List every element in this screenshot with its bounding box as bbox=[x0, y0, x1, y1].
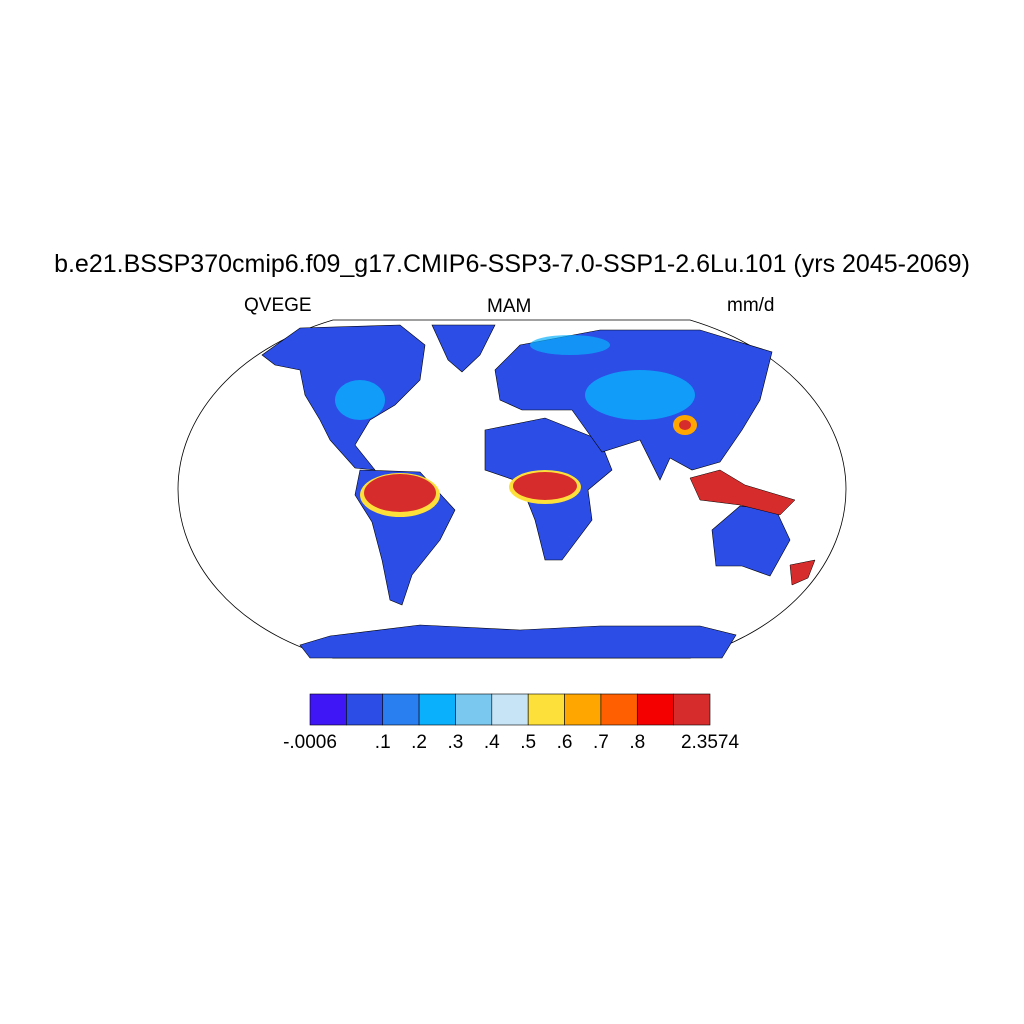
region-central-asia bbox=[585, 370, 695, 420]
colorbar-box bbox=[309, 693, 347, 726]
colorbar-box bbox=[527, 693, 565, 726]
colorbar-tick-label: .8 bbox=[629, 732, 646, 753]
colorbar-tick-label: .3 bbox=[447, 732, 464, 753]
region-maritime-continent bbox=[689, 469, 796, 516]
colorbar-box bbox=[491, 693, 529, 726]
region-north-eurasia bbox=[530, 335, 610, 355]
region-new-zealand bbox=[789, 559, 816, 586]
colorbar-tick-label: .7 bbox=[592, 732, 609, 753]
colorbar-box bbox=[418, 693, 456, 726]
units-label: mm/d bbox=[727, 295, 775, 316]
colorbar-box bbox=[636, 693, 674, 726]
colorbar-box bbox=[346, 693, 384, 726]
colorbar-tick-label: 2.3574 bbox=[680, 732, 740, 753]
colorbar-box bbox=[673, 693, 711, 726]
season-label: MAM bbox=[487, 296, 532, 317]
plot-title: b.e21.BSSP370cmip6.f09_g17.CMIP6-SSP3-7.… bbox=[54, 250, 970, 278]
colorbar-tick-label: .6 bbox=[556, 732, 573, 753]
region-amazon bbox=[364, 474, 436, 512]
region-east-china-core bbox=[679, 420, 691, 430]
region-north-america-plains bbox=[335, 380, 385, 420]
colorbar-tick-label: .4 bbox=[483, 732, 500, 753]
region-congo bbox=[513, 472, 577, 500]
colorbar-box bbox=[382, 693, 420, 726]
variable-label: QVEGE bbox=[244, 295, 312, 316]
continent-greenland bbox=[431, 324, 496, 373]
colorbar-tick-label: -.0006 bbox=[283, 732, 337, 753]
colorbar-box bbox=[455, 693, 493, 726]
continent-antarctica bbox=[299, 624, 737, 659]
colorbar-tick-label: .1 bbox=[374, 732, 391, 753]
colorbar-tick-label: .5 bbox=[520, 732, 537, 753]
colorbar-tick-label: .2 bbox=[411, 732, 428, 753]
colorbar-box bbox=[600, 693, 638, 726]
colorbar-box bbox=[564, 693, 602, 726]
